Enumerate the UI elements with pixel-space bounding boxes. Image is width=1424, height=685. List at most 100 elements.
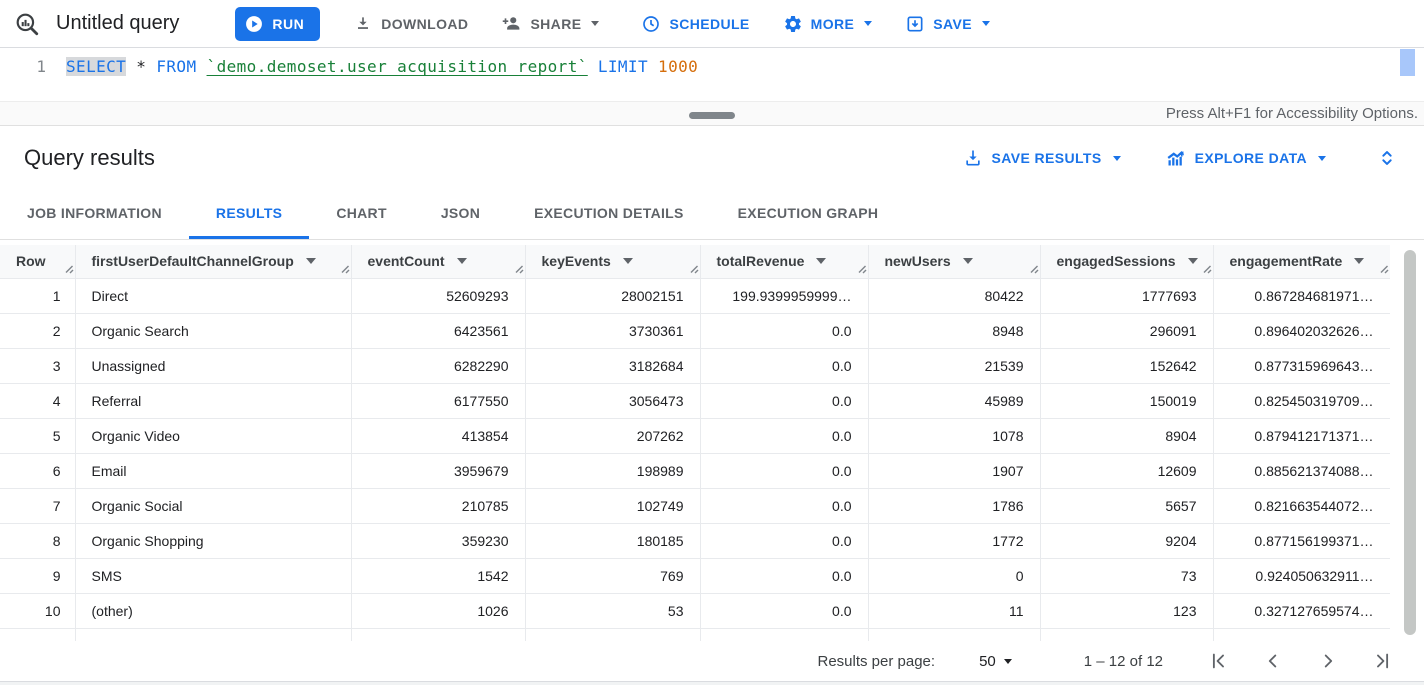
column-label: engagementRate [1229,253,1343,270]
sql-keyword-limit: LIMIT [597,57,648,76]
column-resize-handle[interactable] [514,261,524,277]
download-button[interactable]: DOWNLOAD [353,14,468,34]
column-header-engagementRate[interactable]: engagementRate [1213,245,1390,279]
column-menu-icon[interactable] [622,258,633,265]
key-events-cell: 28002151 [525,278,701,314]
explore-data-icon [1165,148,1186,169]
tab-chart[interactable]: CHART [336,205,387,221]
column-header-row[interactable]: Row [0,245,76,279]
editor-scrollbar-thumb[interactable] [1400,49,1415,76]
row-number-cell: 4 [0,383,76,419]
row-number-cell: 5 [0,418,76,454]
sql-code-line: SELECT * FROM `demo.demoset.user_acquisi… [66,57,698,76]
column-resize-handle[interactable] [64,261,74,277]
tab-execution-details[interactable]: EXECUTION DETAILS [534,205,684,221]
person-add-icon [501,13,522,34]
column-header-newUsers[interactable]: newUsers [868,245,1041,279]
column-header-engagedSessions[interactable]: engagedSessions [1040,245,1214,279]
collapse-results-button[interactable] [1376,147,1398,169]
query-results-header: Query results SAVE RESULTS EXPLORE DATA [0,126,1424,190]
results-title: Query results [24,145,155,170]
last-page-button[interactable] [1370,648,1396,674]
panel-resize-handle[interactable] [689,112,735,119]
column-header-keyEvents[interactable]: keyEvents [525,245,701,279]
column-menu-icon[interactable] [456,258,467,265]
event-count-cell: 413854 [351,418,526,454]
column-label: keyEvents [541,253,611,270]
engagement-rate-cell: 0.825450319709… [1213,383,1390,419]
schedule-button-label: SCHEDULE [669,15,750,32]
column-resize-handle[interactable] [1202,261,1212,277]
page-range: 1 – 12 of 12 [1083,652,1163,670]
accessibility-hint: Press Alt+F1 for Accessibility Options. [1165,105,1418,122]
column-label: engagedSessions [1056,253,1176,270]
pagination-bar: Results per page: 50 1 – 12 of 12 [0,641,1424,681]
tab-execution-graph[interactable]: EXECUTION GRAPH [737,205,879,221]
table-row: 11 Paid Social 937 134 0.0 9 131 1.0 [0,628,1390,641]
query-title: Untitled query [56,12,180,34]
tab-results[interactable]: RESULTS [188,190,310,239]
results-per-page-label: Results per page: [817,652,936,670]
table-row: 8 Organic Shopping 359230 180185 0.0 177… [0,523,1390,559]
column-menu-icon[interactable] [1187,258,1198,265]
column-menu-icon[interactable] [305,258,316,265]
total-revenue-cell: 0.0 [700,628,869,641]
explore-data-button[interactable]: EXPLORE DATA [1165,148,1326,169]
schedule-button[interactable]: SCHEDULE [641,14,749,34]
table-scrollbar-thumb[interactable] [1404,250,1416,635]
engaged-sessions-cell: 123 [1040,593,1214,629]
total-revenue-cell: 0.0 [700,383,869,419]
column-resize-handle[interactable] [1379,261,1389,277]
table-header-row: Row firstUserDefaultChannelGroup eventCo… [0,245,1390,279]
key-events-cell: 769 [525,558,701,594]
tab-job-information[interactable]: JOB INFORMATION [27,205,162,221]
save-button[interactable]: SAVE [905,14,990,34]
next-page-button[interactable] [1315,648,1341,674]
column-label: newUsers [884,253,951,270]
column-header-eventCount[interactable]: eventCount [351,245,526,279]
share-button[interactable]: SHARE [501,13,600,34]
table-scrollbar[interactable] [1404,250,1416,635]
total-revenue-cell: 0.0 [700,313,869,349]
table-row: 10 (other) 1026 53 0.0 11 123 0.32712765… [0,593,1390,629]
tab-json[interactable]: JSON [440,205,481,221]
event-count-cell: 6423561 [351,313,526,349]
column-header-firstUserDefaultChannelGroup[interactable]: firstUserDefaultChannelGroup [75,245,352,279]
page-size-value: 50 [979,652,996,670]
share-button-label: SHARE [530,15,582,32]
channel-group-cell: Unassigned [75,348,352,384]
new-users-cell: 80422 [868,278,1041,314]
channel-group-cell: Organic Video [75,418,352,454]
page-size-select[interactable]: 50 [979,653,1012,670]
engagement-rate-cell: 0.867284681971… [1213,278,1390,314]
editor-status-bar: Press Alt+F1 for Accessibility Options. [0,101,1424,126]
download-icon [353,14,373,34]
column-resize-handle[interactable] [857,261,867,277]
editor-scrollbar[interactable] [1400,49,1415,99]
sql-keyword-from: FROM [156,57,197,76]
column-header-totalRevenue[interactable]: totalRevenue [700,245,869,279]
run-button[interactable]: RUN [235,6,321,41]
first-page-button[interactable] [1205,648,1231,674]
results-table: Row firstUserDefaultChannelGroup eventCo… [0,245,1390,641]
engaged-sessions-cell: 152642 [1040,348,1214,384]
prev-page-button[interactable] [1260,648,1286,674]
engaged-sessions-cell: 296091 [1040,313,1214,349]
sql-editor[interactable]: 1 SELECT * FROM `demo.demoset.user_acqui… [0,48,1424,101]
column-menu-icon[interactable] [816,258,827,265]
total-revenue-cell: 0.0 [700,348,869,384]
bigquery-query-icon [14,11,40,37]
chevron-down-icon [864,21,873,26]
channel-group-cell: Organic Social [75,488,352,524]
engaged-sessions-cell: 73 [1040,558,1214,594]
more-button[interactable]: MORE [783,14,873,34]
save-results-button[interactable]: SAVE RESULTS [963,148,1121,168]
column-resize-handle[interactable] [340,261,350,277]
column-menu-icon[interactable] [962,258,973,265]
new-users-cell: 1078 [868,418,1041,454]
column-menu-icon[interactable] [1354,258,1365,265]
column-resize-handle[interactable] [1029,261,1039,277]
key-events-cell: 134 [525,628,701,641]
column-resize-handle[interactable] [689,261,699,277]
table-row: 3 Unassigned 6282290 3182684 0.0 21539 1… [0,348,1390,384]
